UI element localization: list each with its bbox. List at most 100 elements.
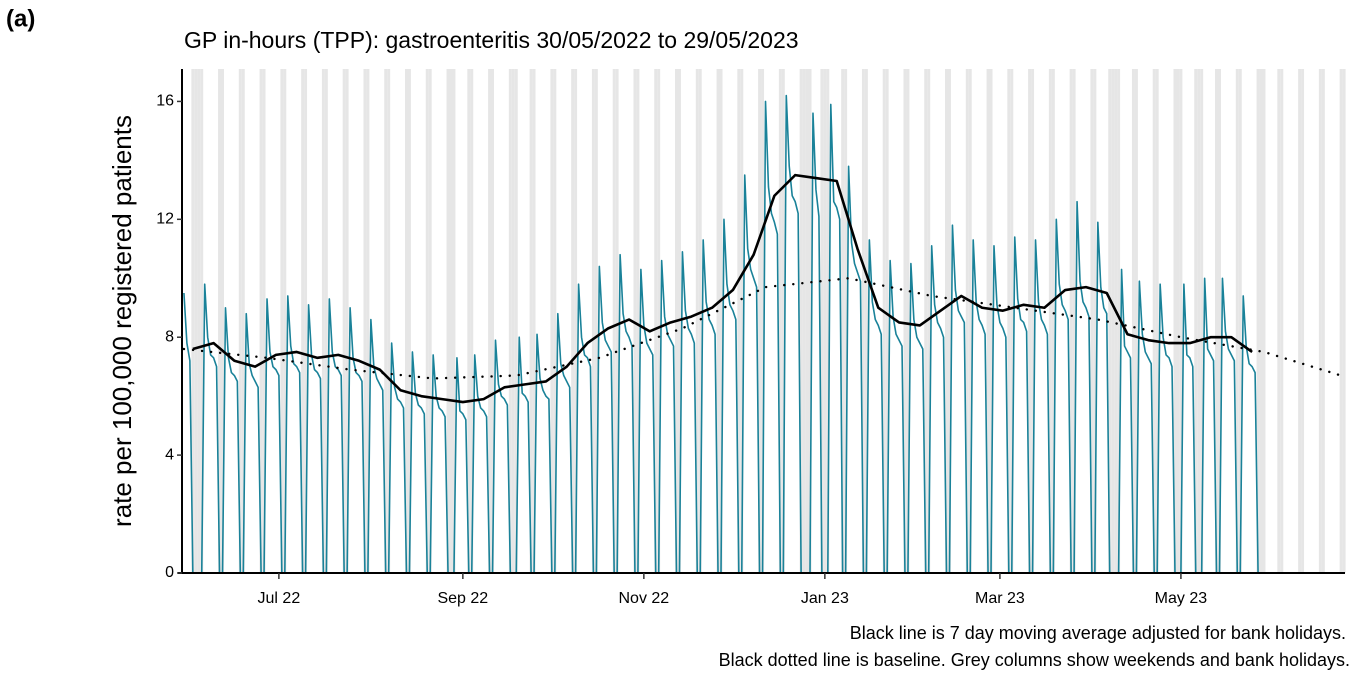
shaded-column — [861, 69, 865, 573]
shaded-column — [927, 69, 931, 573]
shaded-column — [321, 69, 325, 573]
shaded-column — [1218, 69, 1221, 573]
shaded-column — [612, 69, 616, 573]
shaded-column — [778, 69, 782, 573]
shaded-column — [761, 69, 765, 573]
shaded-column — [1262, 69, 1266, 573]
shaded-column — [864, 69, 868, 573]
shaded-column — [945, 69, 948, 573]
y-tick-label: 8 — [165, 328, 174, 345]
shaded-column — [508, 69, 512, 573]
shaded-column — [574, 69, 578, 573]
shaded-column — [823, 69, 827, 573]
shaded-column — [986, 69, 990, 573]
shaded-column — [511, 69, 515, 573]
shaded-column — [1072, 69, 1076, 573]
chart-title: GP in-hours (TPP): gastroenteritis 30/05… — [184, 27, 799, 53]
shaded-column — [238, 69, 242, 573]
x-tick-label: Nov 22 — [618, 590, 669, 607]
x-tick-label: Jul 22 — [258, 590, 301, 607]
shaded-column — [1108, 69, 1112, 573]
shaded-column — [1152, 69, 1156, 573]
shaded-column — [197, 69, 201, 573]
shaded-column — [470, 69, 474, 573]
shaded-column — [1342, 69, 1346, 573]
shaded-column — [1301, 69, 1305, 573]
shaded-column — [218, 69, 222, 573]
shaded-column — [449, 69, 453, 573]
shaded-column — [194, 69, 198, 573]
shaded-column — [1321, 69, 1325, 573]
shaded-column — [1298, 69, 1302, 573]
shaded-column — [1197, 69, 1201, 573]
shaded-column — [428, 69, 432, 573]
shaded-column — [968, 69, 972, 573]
shaded-column — [826, 69, 830, 573]
shaded-column — [259, 69, 263, 573]
shaded-column — [241, 69, 245, 573]
shaded-column — [553, 69, 557, 573]
shaded-column — [885, 69, 889, 573]
shaded-column — [799, 69, 803, 573]
shaded-column — [781, 69, 785, 573]
y-tick-label: 12 — [156, 211, 174, 228]
shaded-column — [1238, 69, 1242, 573]
shaded-column — [345, 69, 349, 573]
shaded-column — [654, 69, 658, 573]
data-line — [182, 277, 1343, 380]
shaded-column — [1318, 69, 1322, 573]
shaded-column — [1114, 69, 1118, 573]
shaded-column — [805, 69, 809, 573]
shaded-column — [1010, 69, 1014, 573]
shaded-column — [1048, 69, 1052, 573]
x-tick-label: Jan 23 — [801, 590, 849, 607]
shaded-column — [1031, 69, 1035, 573]
shaded-column — [452, 69, 456, 573]
shaded-column — [425, 69, 429, 573]
shaded-column — [366, 69, 370, 573]
shaded-column — [384, 69, 388, 573]
shaded-column — [363, 69, 367, 573]
shaded-column — [550, 69, 554, 573]
shaded-column — [488, 69, 492, 573]
shaded-column — [1194, 69, 1198, 573]
panel-label: (a) — [6, 5, 35, 32]
shaded-column — [989, 69, 993, 573]
shaded-column — [841, 69, 845, 573]
shaded-column — [446, 69, 450, 573]
y-tick-label: 4 — [165, 446, 174, 463]
shaded-column — [532, 69, 536, 573]
data-line — [183, 94, 1264, 574]
shaded-column — [324, 69, 328, 573]
shaded-column — [740, 69, 744, 573]
y-tick-label: 0 — [165, 564, 174, 581]
x-tick-label: Mar 23 — [975, 590, 1025, 607]
shaded-column — [1111, 69, 1115, 573]
shaded-column — [467, 69, 471, 573]
shaded-column — [404, 69, 408, 573]
y-axis-label: rate per 100,000 registered patients — [107, 115, 137, 527]
data-line — [192, 173, 1253, 404]
shaded-column — [1051, 69, 1055, 573]
shaded-column — [1117, 69, 1121, 573]
shaded-column — [594, 69, 598, 573]
shaded-column — [529, 69, 533, 573]
shaded-column — [808, 69, 812, 573]
shaded-column — [591, 69, 595, 573]
caption: Black dotted line is baseline. Grey colu… — [719, 650, 1350, 670]
shaded-column — [1090, 69, 1094, 573]
shaded-column — [1134, 69, 1138, 573]
shaded-column — [719, 69, 723, 573]
shaded-column — [636, 69, 640, 573]
shaded-column — [200, 69, 204, 573]
shaded-column — [844, 69, 848, 573]
shaded-column — [737, 69, 741, 573]
shaded-column — [571, 69, 575, 573]
shaded-column — [758, 69, 762, 573]
shaded-column — [407, 69, 411, 573]
shaded-column — [1277, 69, 1281, 573]
shaded-column — [191, 69, 195, 573]
shaded-column — [1093, 69, 1097, 573]
shaded-column — [820, 69, 824, 573]
